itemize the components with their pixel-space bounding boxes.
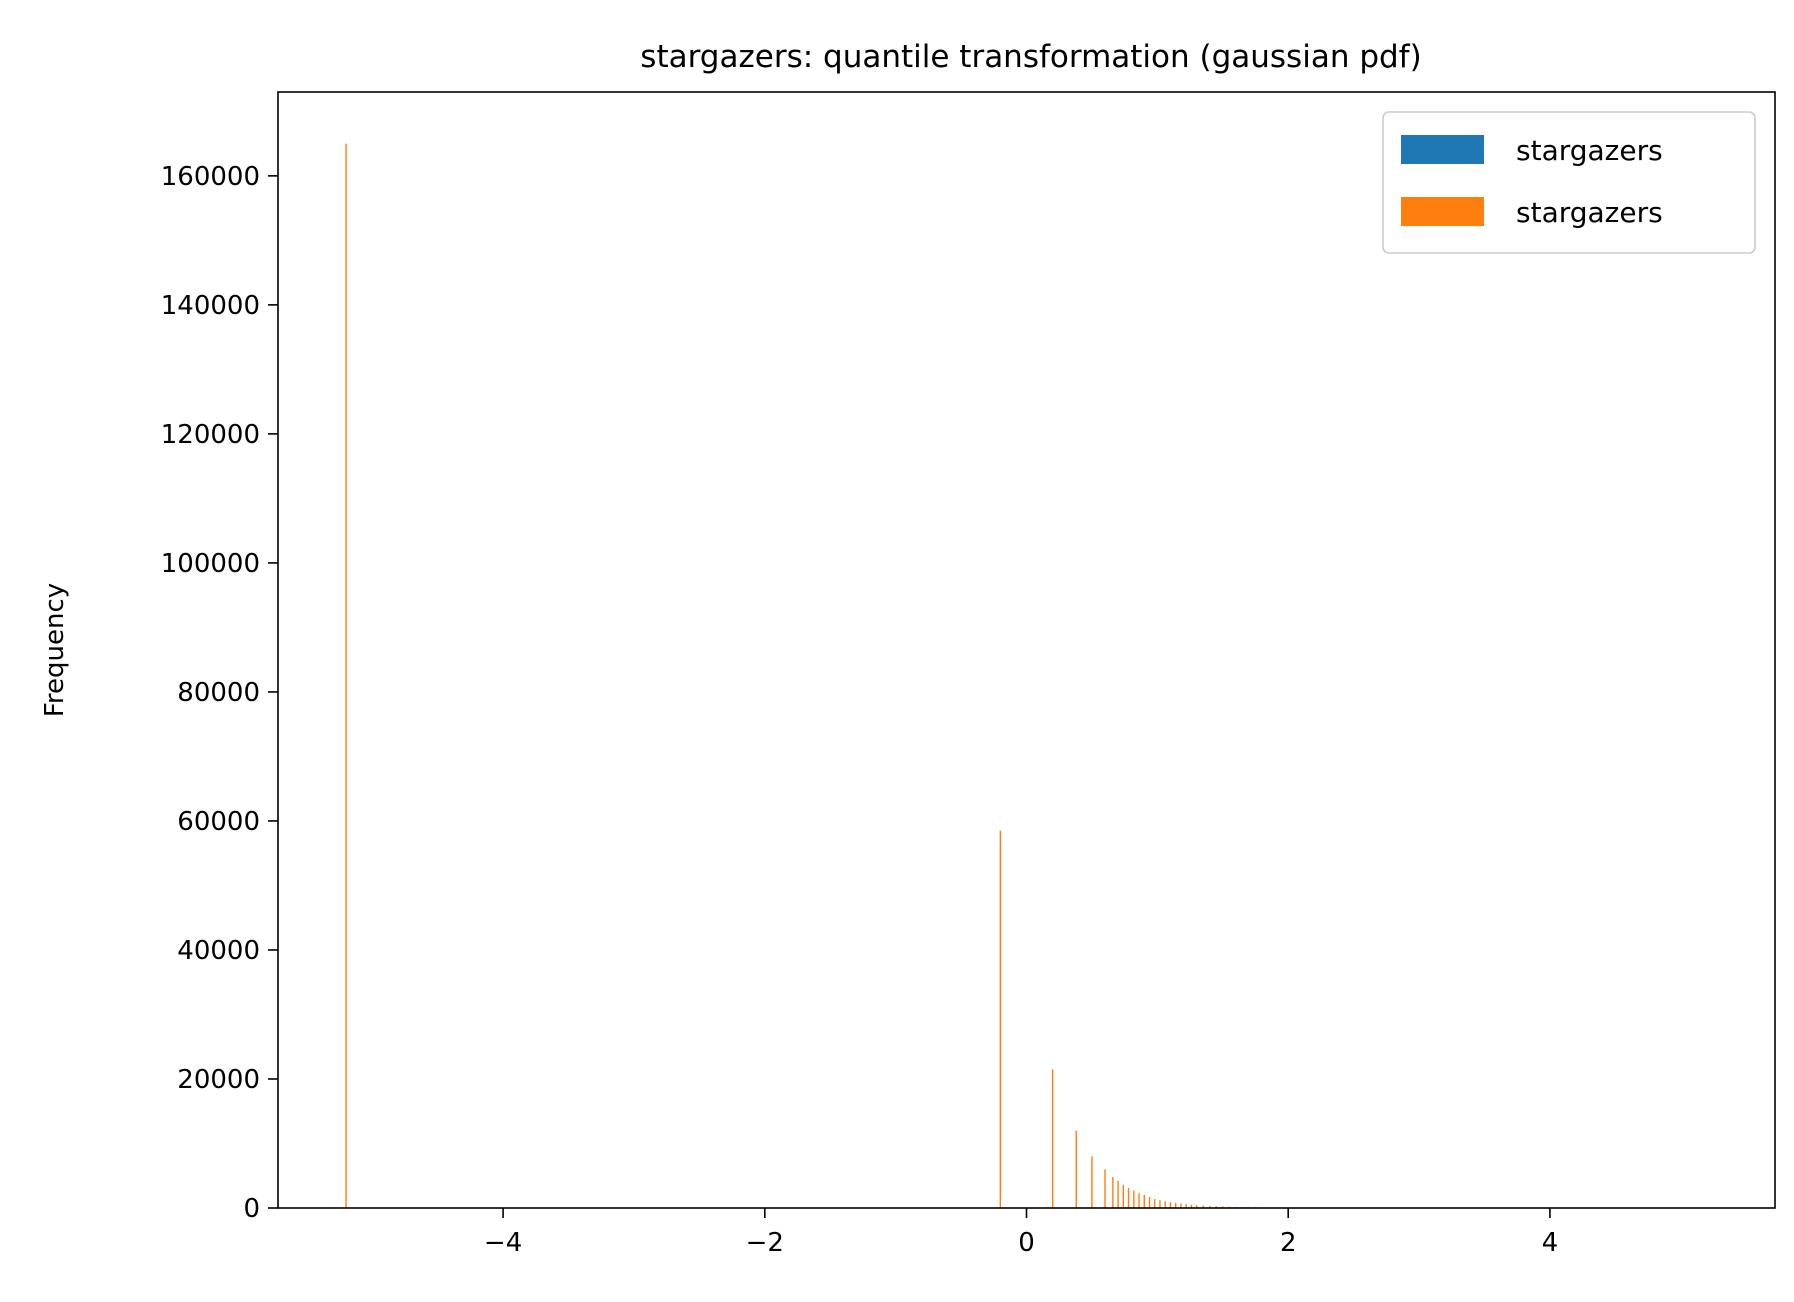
y-tick-label: 120000	[161, 420, 260, 450]
legend-label-0: stargazers	[1516, 134, 1663, 167]
x-tick-label: 0	[1018, 1228, 1035, 1258]
y-tick-label: 40000	[177, 936, 260, 966]
y-tick-label: 80000	[177, 678, 260, 708]
legend: stargazers stargazers	[1382, 111, 1756, 254]
bar-series-1-17	[1169, 1202, 1172, 1208]
bar-series-1-5	[1104, 1169, 1106, 1208]
bar-series-1-12	[1143, 1195, 1145, 1208]
bar-series-1-3	[1075, 1130, 1077, 1208]
x-tick-label: −4	[484, 1228, 522, 1258]
bar-series-1-2	[1051, 1069, 1054, 1208]
bar-series-1-9	[1127, 1188, 1130, 1208]
bars-layer	[345, 143, 1263, 1209]
bar-series-1-14	[1154, 1198, 1156, 1208]
x-tick-label: −2	[746, 1228, 784, 1258]
y-axis-label: Frequency	[40, 583, 70, 717]
legend-swatch-1	[1401, 197, 1484, 226]
bar-series-1-23	[1202, 1205, 1204, 1208]
y-tick-label: 140000	[161, 291, 260, 321]
bar-series-1-7	[1117, 1180, 1119, 1208]
bar-series-1-8	[1122, 1184, 1125, 1208]
bar-series-1-6	[1112, 1177, 1114, 1208]
bar-series-1-25	[1215, 1206, 1217, 1208]
bar-series-1-16	[1164, 1201, 1166, 1208]
y-tick-label: 60000	[177, 807, 260, 837]
bar-series-1-0	[345, 143, 347, 1209]
x-axis: −4 −2 0 2 4	[484, 1208, 1558, 1258]
bar-series-1-22	[1195, 1205, 1198, 1208]
bar-series-1-4	[1091, 1156, 1093, 1208]
y-tick-label: 20000	[177, 1065, 260, 1095]
chart-title: stargazers: quantile transformation (gau…	[640, 39, 1421, 75]
y-tick-label: 0	[243, 1194, 260, 1224]
legend-swatch-0	[1401, 135, 1484, 164]
bar-series-1-20	[1185, 1204, 1187, 1208]
bar-series-1-1	[999, 830, 1002, 1208]
bar-series-1-13	[1148, 1197, 1151, 1208]
bar-series-1-15	[1159, 1200, 1161, 1208]
y-tick-label: 100000	[161, 549, 260, 579]
bar-series-1-24	[1209, 1205, 1211, 1208]
bar-series-1-10	[1133, 1190, 1135, 1208]
legend-label-1: stargazers	[1516, 196, 1663, 229]
bar-series-1-19	[1180, 1203, 1182, 1208]
plot-frame	[277, 91, 1776, 1209]
y-axis: 0 20000 40000 60000 80000 100000 120000 140000 1…	[161, 162, 278, 1224]
bar-series-1-18	[1174, 1202, 1177, 1208]
y-tick-label: 160000	[161, 162, 260, 192]
x-tick-label: 4	[1542, 1228, 1559, 1258]
x-tick-label: 2	[1280, 1228, 1297, 1258]
bar-series-1-21	[1190, 1204, 1193, 1208]
bar-series-1-11	[1138, 1193, 1140, 1208]
